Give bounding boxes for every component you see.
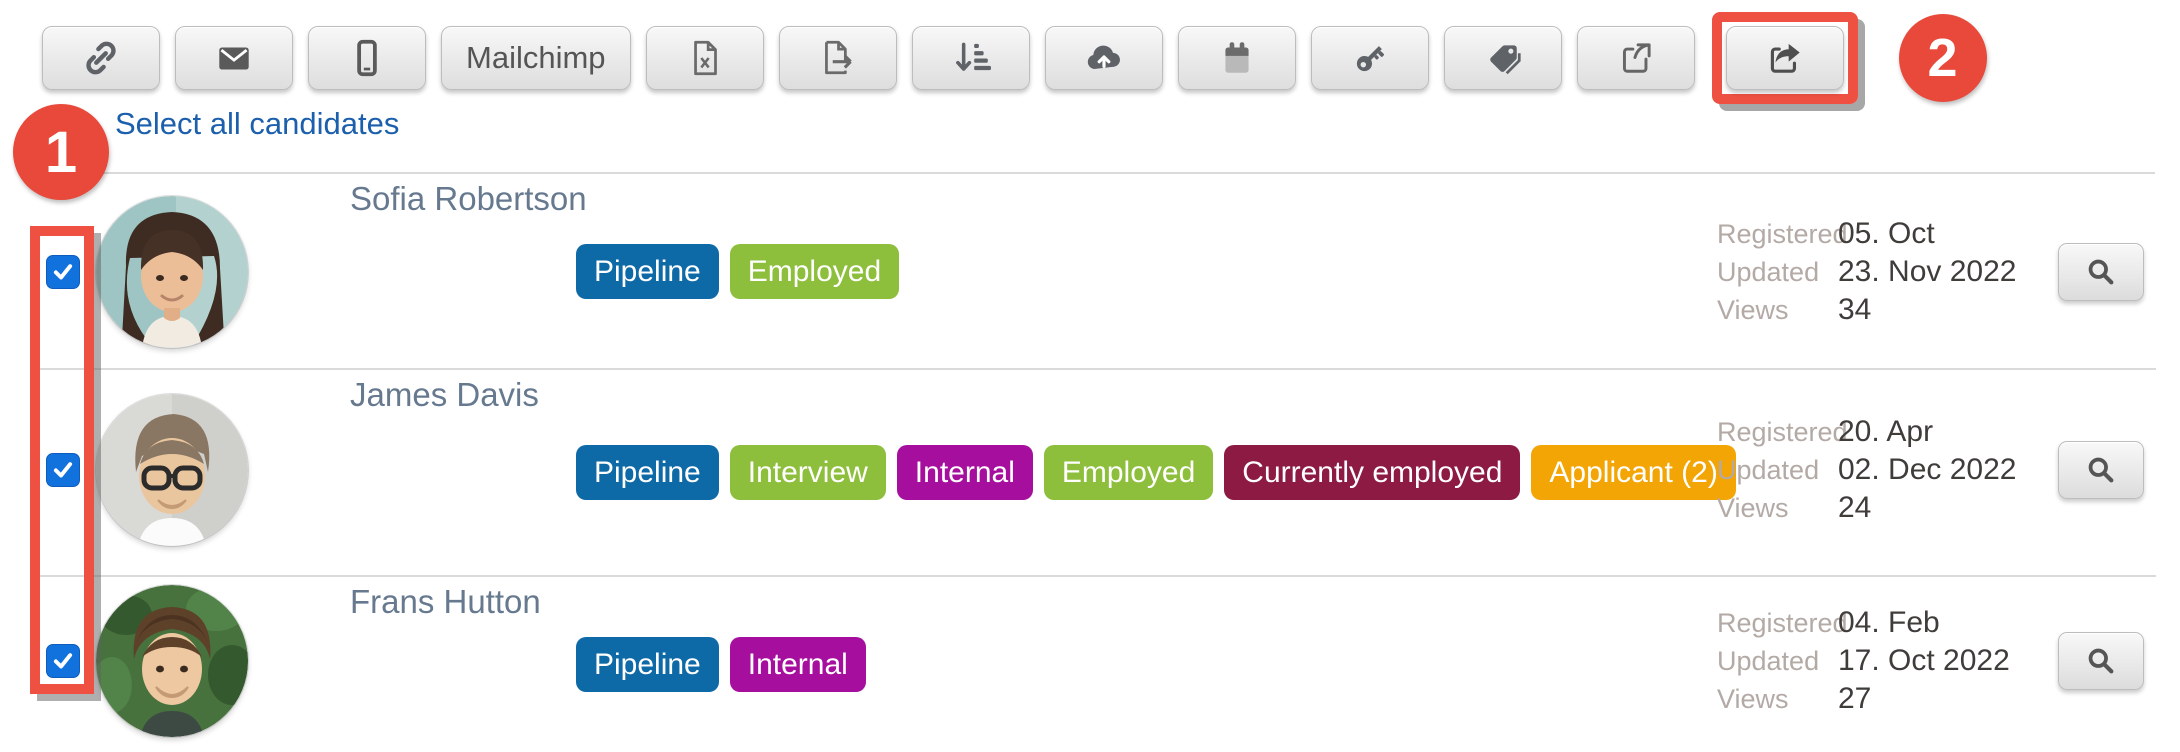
avatar[interactable]: [96, 394, 248, 546]
candidate-row: Frans Hutton Pipeline Internal Registered 04…: [0, 577, 2180, 752]
calendar-icon: [1216, 37, 1258, 79]
candidate-meta: Registered 05. Oct Updated 23. Nov 2022 View…: [1717, 215, 2047, 329]
status-tags: Pipeline Interview Internal Employed Current…: [576, 370, 1736, 575]
annotation-box-checkboxes: [30, 226, 94, 694]
meta-value-views: 24: [1838, 491, 1872, 524]
share-icon: [1764, 37, 1806, 79]
search-icon: [2083, 643, 2119, 679]
status-tags: Pipeline Employed: [576, 174, 900, 368]
excel-file-icon: [684, 37, 726, 79]
status-tags: Pipeline Internal: [576, 577, 866, 752]
toolbar-button-share-outline[interactable]: [1576, 26, 1695, 90]
candidate-name[interactable]: Frans Hutton: [350, 583, 541, 620]
meta-label-updated: Updated: [1717, 454, 1820, 485]
meta-value-registered: 04. Feb: [1838, 606, 1940, 639]
search-icon: [2083, 452, 2119, 488]
select-all-candidates-link[interactable]: Select all candidates: [115, 106, 400, 141]
meta-value-views: 27: [1838, 682, 1872, 715]
candidate-meta: Registered 20. Apr Updated 02. Dec 2022 View…: [1717, 413, 2047, 527]
toolbar-button-sort[interactable]: [911, 26, 1030, 90]
status-badge: Interview: [729, 445, 886, 500]
meta-value-views: 34: [1838, 293, 1872, 326]
toolbar-button-share[interactable]: [1725, 26, 1844, 90]
toolbar-button-mobile[interactable]: [308, 26, 426, 90]
meta-label-registered: Registered: [1717, 218, 1848, 249]
toolbar-button-email[interactable]: [175, 26, 293, 90]
meta-value-updated: 17. Oct 2022: [1838, 644, 2010, 677]
key-icon: [1349, 37, 1391, 79]
candidate-name[interactable]: James Davis: [350, 376, 539, 413]
toolbar-button-link[interactable]: [42, 26, 160, 90]
share-outline-icon: [1615, 37, 1657, 79]
status-badge: Employed: [1043, 445, 1214, 500]
meta-label-updated: Updated: [1717, 256, 1820, 287]
candidate-name[interactable]: Sofia Robertson: [350, 180, 587, 217]
mobile-icon: [346, 37, 388, 79]
row-search-button[interactable]: [2058, 441, 2144, 499]
divider: [75, 172, 2155, 174]
email-icon: [213, 37, 255, 79]
status-badge: Pipeline: [576, 243, 719, 299]
toolbar-button-file-export[interactable]: [778, 26, 897, 90]
status-badge: Currently employed: [1224, 445, 1521, 500]
status-badge: Applicant (2): [1531, 445, 1736, 500]
status-badge: Employed: [729, 243, 900, 299]
status-badge: Internal: [729, 637, 866, 692]
meta-label-views: Views: [1717, 683, 1789, 714]
row-search-button[interactable]: [2058, 243, 2144, 301]
toolbar-button-key[interactable]: [1310, 26, 1429, 90]
link-icon: [80, 37, 122, 79]
candidate-meta: Registered 04. Feb Updated 17. Oct 2022 View…: [1717, 604, 2047, 718]
toolbar-button-tag[interactable]: [1443, 26, 1562, 90]
meta-label-views: Views: [1717, 294, 1789, 325]
status-badge: Pipeline: [576, 445, 719, 500]
candidate-row: Sofia Robertson Pipeline Employed Registere…: [0, 174, 2180, 368]
meta-label-views: Views: [1717, 492, 1789, 523]
candidate-row: James Davis Pipeline Interview Internal Empl…: [0, 370, 2180, 575]
bulk-action-toolbar: Mailchimp 2: [42, 12, 1987, 104]
meta-value-registered: 05. Oct: [1838, 217, 1935, 250]
annotation-step-1-badge: 1: [13, 104, 109, 200]
row-divider: [30, 575, 2156, 577]
annotation-box-share-button: [1711, 12, 1858, 104]
meta-label-registered: Registered: [1717, 607, 1848, 638]
status-badge: Internal: [896, 445, 1033, 500]
avatar[interactable]: [96, 196, 248, 348]
row-checkbox[interactable]: [46, 644, 80, 678]
toolbar-button-calendar[interactable]: [1177, 26, 1296, 90]
toolbar-button-mailchimp[interactable]: Mailchimp: [441, 26, 631, 90]
search-icon: [2083, 254, 2119, 290]
meta-label-registered: Registered: [1717, 416, 1848, 447]
toolbar-button-cloud-upload[interactable]: [1044, 26, 1163, 90]
tag-icon: [1482, 37, 1524, 79]
cloud-upload-icon: [1083, 37, 1125, 79]
meta-value-registered: 20. Apr: [1838, 415, 1934, 448]
row-checkbox[interactable]: [46, 453, 80, 487]
row-checkbox[interactable]: [46, 255, 80, 289]
meta-value-updated: 23. Nov 2022: [1838, 255, 2017, 288]
row-divider: [30, 368, 2156, 370]
file-export-icon: [817, 37, 859, 79]
meta-value-updated: 02. Dec 2022: [1838, 453, 2017, 486]
annotation-step-2-badge: 2: [1898, 14, 1987, 102]
sort-icon: [950, 37, 992, 79]
avatar[interactable]: [96, 585, 248, 737]
meta-label-updated: Updated: [1717, 645, 1820, 676]
status-badge: Pipeline: [576, 637, 719, 692]
row-search-button[interactable]: [2058, 632, 2144, 690]
toolbar-button-excel-file[interactable]: [645, 26, 764, 90]
